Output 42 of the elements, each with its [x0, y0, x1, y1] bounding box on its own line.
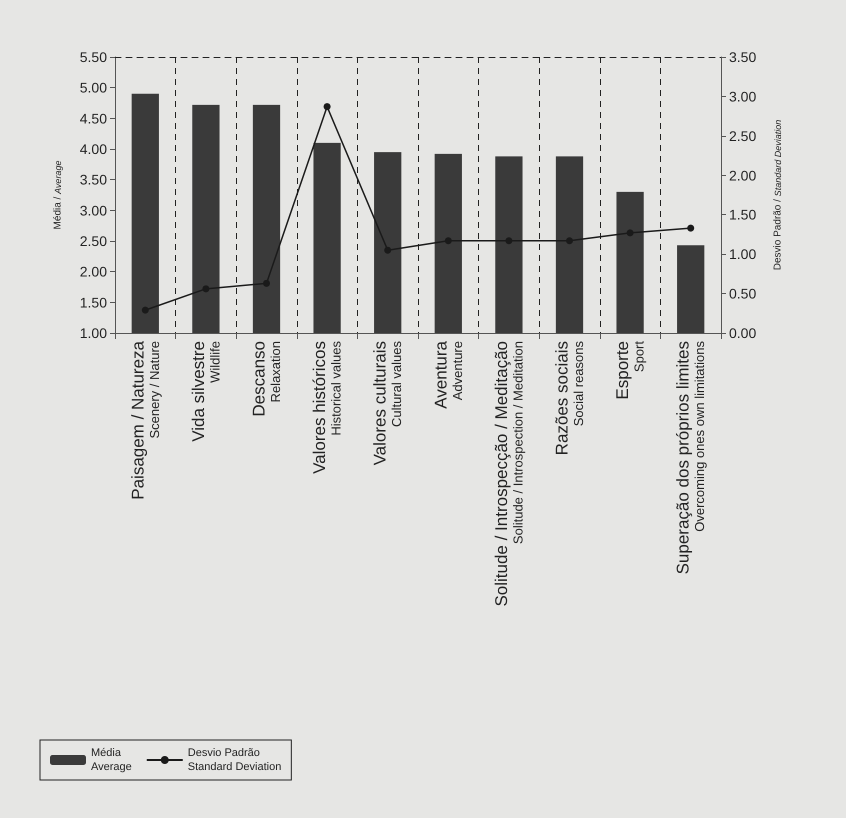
x-tick-label: Solitude / Introspecção / Meditação Solitude / Introspection / Meditation: [492, 341, 526, 607]
point: [142, 306, 149, 314]
point: [505, 237, 512, 244]
point: [324, 103, 331, 110]
legend-label: Desvio Padrão Standard Deviation: [188, 747, 282, 773]
y-tick-label: 2.50: [80, 233, 108, 249]
x-tick-label: Valores culturais Cultural values: [370, 340, 404, 466]
point: [444, 237, 452, 244]
y2-tick-label: 2.50: [729, 128, 756, 144]
x-tick-label: Razões sociais Social reasons: [552, 340, 586, 456]
y2-tick-label: 0.00: [729, 325, 756, 341]
point: [626, 229, 634, 236]
y-tick-label: 5.50: [80, 49, 108, 65]
legend-label: Média Average: [91, 747, 132, 773]
y2-tick-label: 3.00: [729, 88, 756, 104]
y-tick-label: 1.50: [80, 294, 108, 310]
y2-tick-label: 2.00: [729, 167, 756, 184]
point: [687, 224, 694, 232]
y-tick-label: 4.50: [80, 110, 108, 126]
point: [263, 280, 270, 287]
x-tick-label: Paisagem / Natureza Scenery / Nature: [128, 340, 162, 500]
y-tick-label: 4.00: [80, 141, 108, 157]
point: [566, 237, 573, 244]
point: [384, 246, 392, 254]
y2-axis-title: Desvio Padrão / Standard Deviation: [772, 120, 784, 270]
y-tick-label: 5.00: [80, 80, 108, 96]
x-tick-label: Aventura Adventure: [431, 340, 465, 409]
y-tick-label: 2.00: [80, 264, 108, 280]
point: [202, 285, 210, 292]
x-tick-label: Vida silvestre Wildlife: [188, 341, 222, 442]
y-axis-title: Média / Average: [52, 160, 64, 230]
y2-tick-label: 3.50: [729, 49, 756, 65]
y2-tick-label: 0.50: [729, 286, 756, 302]
x-tick-label: Descanso Relaxation: [250, 341, 283, 417]
y-tick-label: 3.00: [80, 202, 108, 218]
y-tick-label: 1.00: [80, 325, 108, 341]
y2-tick-label: 1.00: [729, 246, 756, 262]
x-tick-label: Superação dos próprios limites Overcoming ones own limitations: [674, 340, 708, 574]
x-tick-label: Esporte Sport: [613, 340, 647, 400]
y2-tick-label: 1.50: [729, 206, 756, 223]
y-tick-label: 3.50: [80, 172, 108, 188]
x-tick-label: Valores históricos Historical values: [310, 340, 344, 474]
